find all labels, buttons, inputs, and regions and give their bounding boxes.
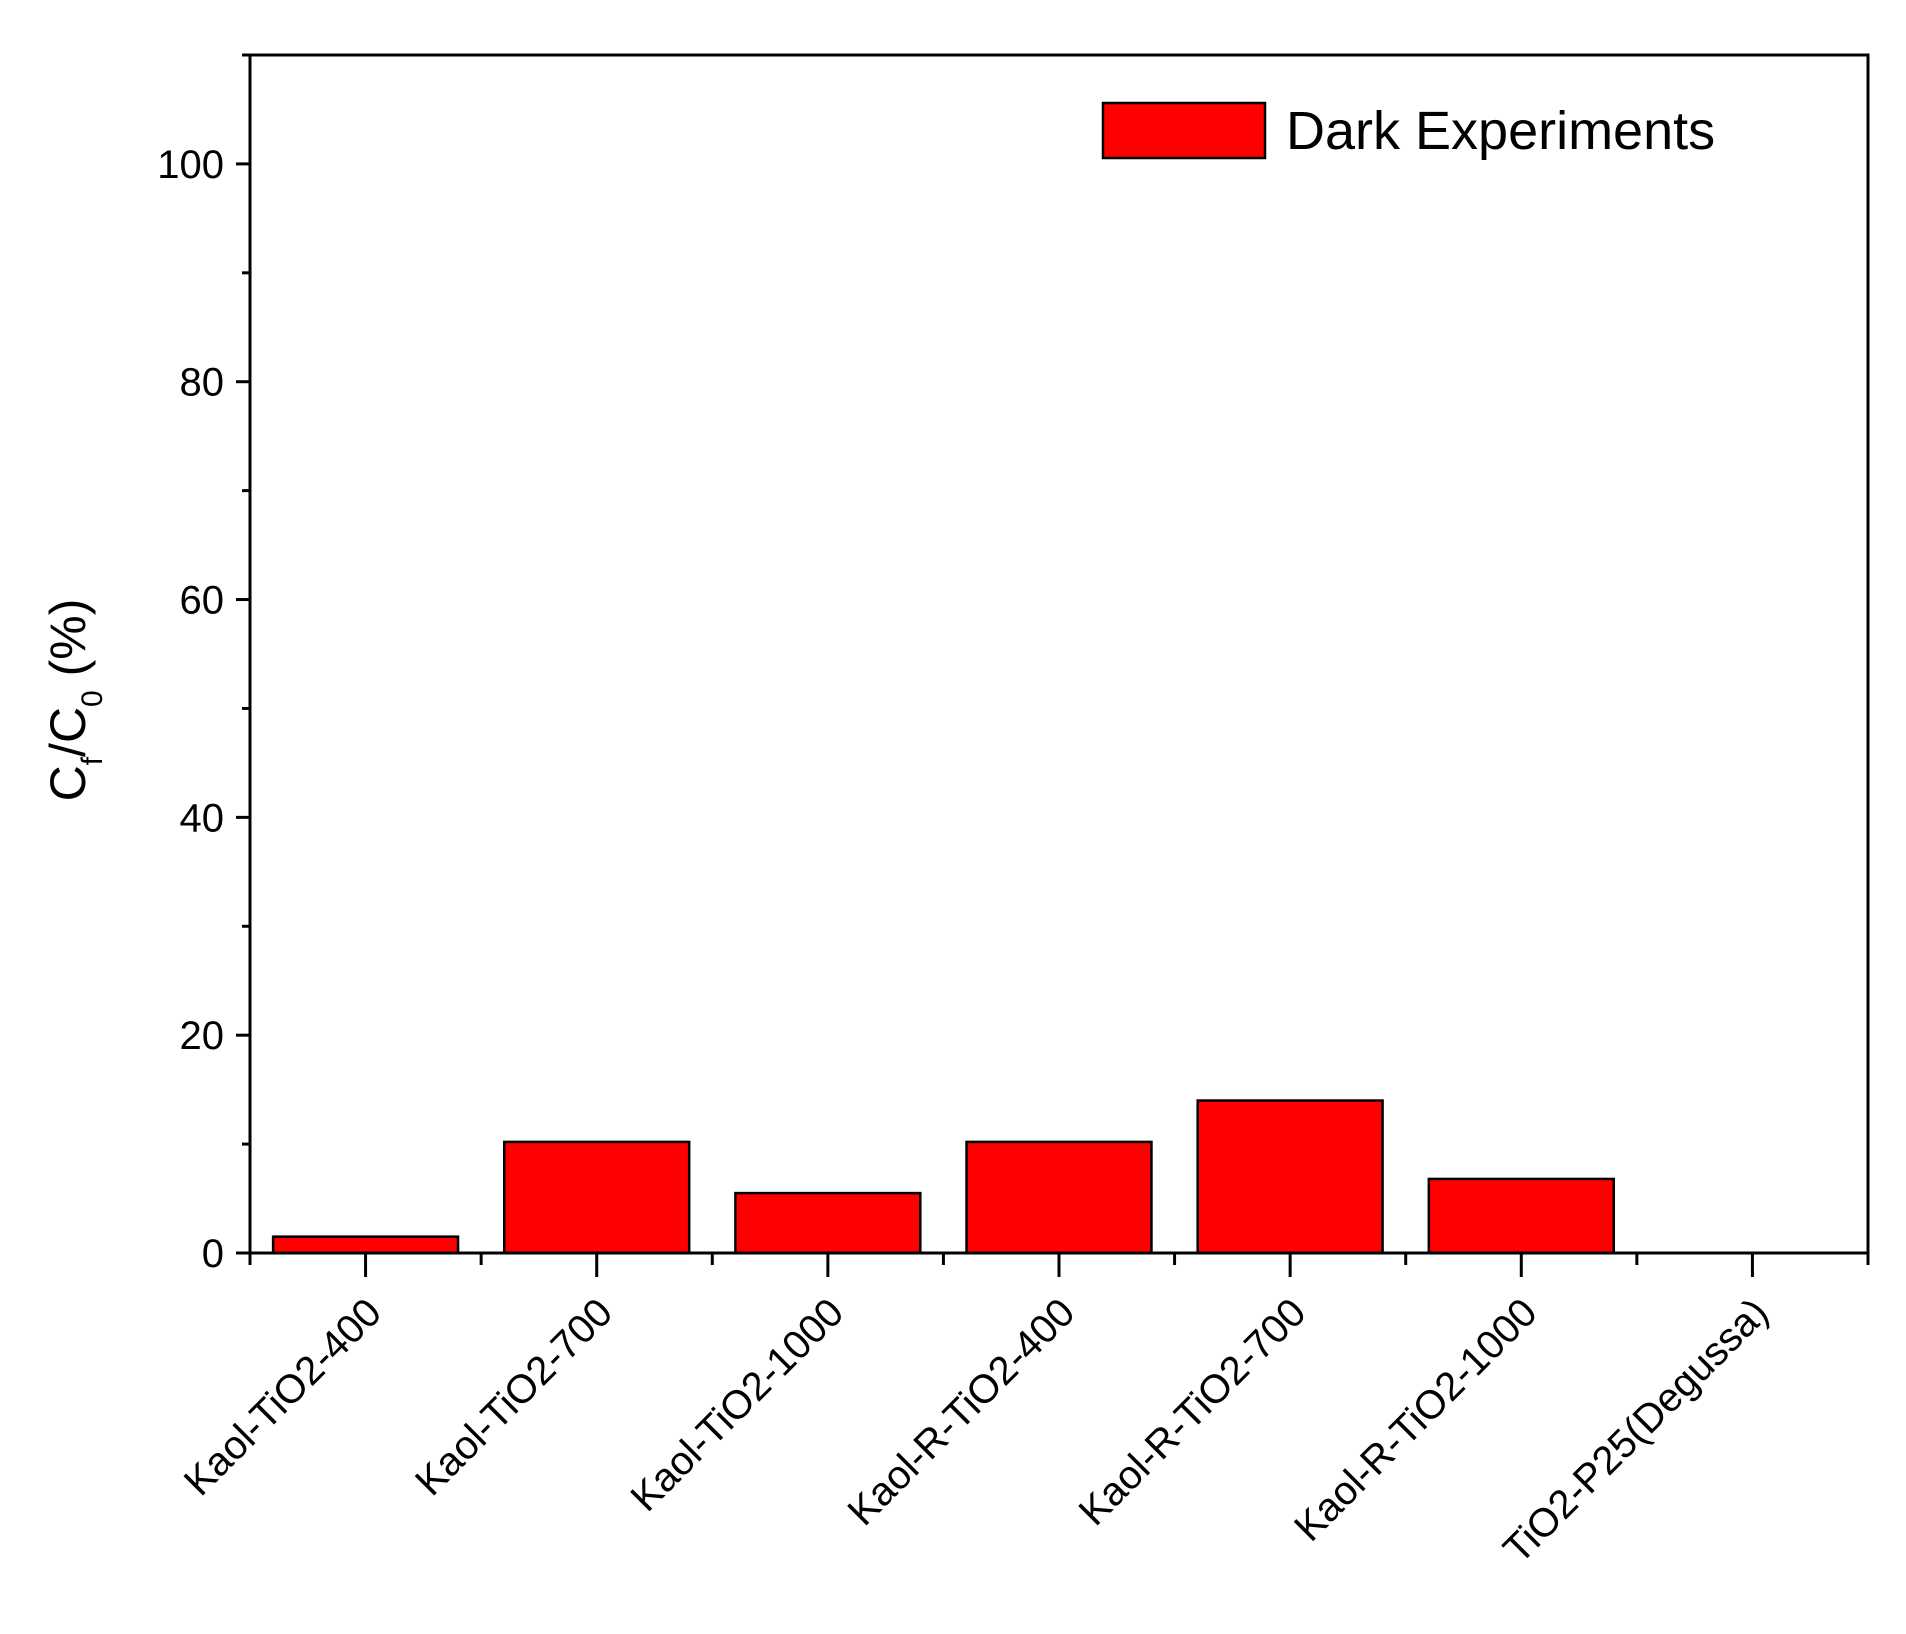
y-label-part: C xyxy=(40,765,96,801)
x-tick-label: TiO2-P25(Degussa) xyxy=(1495,1290,1777,1572)
y-tick-label: 60 xyxy=(180,579,225,623)
y-tick-label: 80 xyxy=(180,361,225,405)
bar xyxy=(1196,1099,1384,1255)
y-label-part: 0 xyxy=(76,690,109,707)
bar xyxy=(271,1235,460,1255)
y-tick-label: 40 xyxy=(180,796,225,840)
x-tick-label: Kaol-R-TiO2-400 xyxy=(840,1290,1084,1534)
y-label-part: (%) xyxy=(40,599,96,691)
x-tick-label: Kaol-TiO2-1000 xyxy=(622,1290,852,1520)
x-tick-label: Kaol-R-TiO2-700 xyxy=(1071,1290,1315,1534)
bar xyxy=(965,1140,1153,1255)
bar xyxy=(503,1140,691,1255)
plot-frame xyxy=(248,53,1870,1255)
y-label-part: /C xyxy=(40,707,96,757)
y-tick-label: 100 xyxy=(157,143,224,187)
bar xyxy=(1427,1177,1615,1255)
x-tick-label: Kaol-TiO2-400 xyxy=(176,1290,390,1504)
bar xyxy=(734,1191,922,1255)
y-tick-label: 0 xyxy=(202,1232,224,1276)
legend-swatch xyxy=(1101,101,1267,160)
legend-label: Dark Experiments xyxy=(1286,101,1715,161)
y-axis-label: Cf/C0 (%) xyxy=(40,599,109,802)
x-tick-label: Kaol-TiO2-700 xyxy=(407,1290,621,1504)
y-tick-label: 20 xyxy=(180,1014,225,1058)
x-tick-label: Kaol-R-TiO2-1000 xyxy=(1286,1290,1546,1550)
y-label-part: f xyxy=(76,756,109,765)
